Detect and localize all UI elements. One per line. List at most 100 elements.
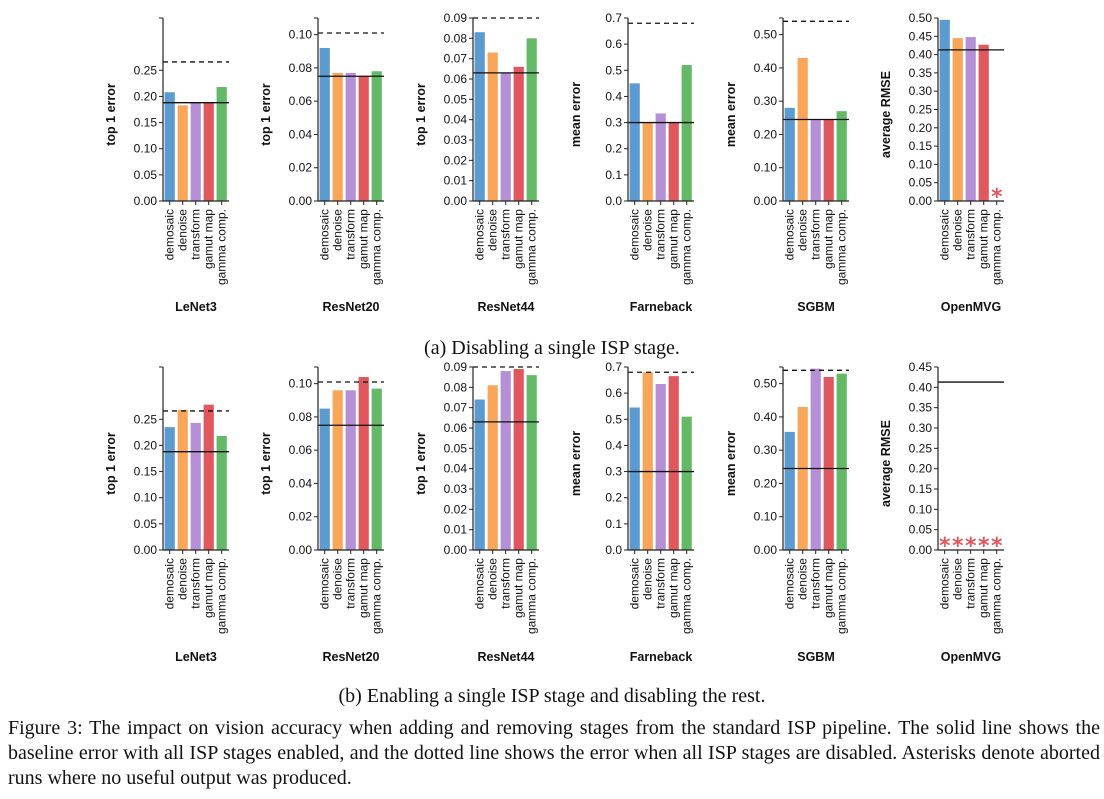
- x-tick-label: gamma comp.: [525, 209, 539, 285]
- bar-gamut-map: [668, 376, 679, 550]
- y-tick-label: 0.03: [444, 482, 468, 496]
- bar-gamut-map: [358, 376, 369, 550]
- chart-title: SGBM: [797, 650, 835, 664]
- y-tick-label: 0.35: [909, 401, 933, 415]
- x-tick-label: transform: [499, 558, 513, 609]
- bar-gamut-map: [358, 76, 369, 201]
- y-tick-label: 0.5: [605, 63, 622, 77]
- bar-gamma-comp-: [216, 436, 227, 550]
- y-tick-label: 0.00: [754, 543, 778, 557]
- x-tick-label: demosaic: [938, 209, 952, 260]
- y-tick-label: 0.3: [605, 465, 622, 479]
- x-tick-label: demosaic: [783, 558, 797, 609]
- bar-gamut-map: [823, 119, 834, 201]
- x-tick-label: denoise: [331, 558, 345, 600]
- bar-gamma-comp-: [681, 416, 692, 550]
- y-tick-label: 0.30: [909, 84, 933, 98]
- bar-gamut-map: [978, 44, 989, 201]
- y-tick-label: 0.01: [444, 174, 468, 188]
- x-tick-label: transform: [499, 209, 513, 260]
- x-tick-label: demosaic: [318, 558, 332, 609]
- x-tick-label: denoise: [796, 209, 810, 251]
- bar-demosaic: [784, 107, 795, 201]
- x-tick-label: demosaic: [628, 558, 642, 609]
- bar-demosaic: [629, 407, 640, 550]
- x-tick-label: gamut map: [822, 209, 836, 269]
- chart-a-farneback: 0.0 0.1 0.2 0.3 0.4 0.5 0.6 0.7 demosaic denoise t…: [569, 11, 694, 314]
- bar-denoise: [952, 38, 963, 201]
- x-tick-label: demosaic: [473, 558, 487, 609]
- y-tick-label: 0.4: [605, 438, 622, 452]
- bar-denoise: [642, 122, 653, 201]
- bar-transform: [655, 113, 666, 201]
- y-axis-label: top 1 error: [414, 83, 428, 146]
- chart-title: LeNet3: [175, 650, 217, 664]
- y-tick-label: 0.00: [444, 194, 468, 208]
- bar-denoise: [487, 52, 498, 201]
- x-tick-label: gamut map: [357, 558, 371, 618]
- y-tick-label: 0.08: [289, 61, 313, 75]
- y-tick-label: 0.20: [754, 127, 778, 141]
- chart-a-resnet44: 0.00 0.01 0.02 0.03 0.04 0.05 0.06 0.07 0.08 0.09…: [414, 11, 539, 314]
- y-tick-label: 0.10: [754, 510, 778, 524]
- aborted-asterisk: *: [991, 185, 1003, 210]
- bar-transform: [655, 383, 666, 550]
- x-tick-label: gamut map: [822, 558, 836, 618]
- x-tick-label: gamma comp.: [990, 558, 1004, 634]
- y-tick-label: 0.1: [605, 517, 622, 531]
- bar-gamma-comp-: [836, 111, 847, 201]
- bar-denoise: [642, 372, 653, 550]
- x-tick-label: denoise: [641, 209, 655, 251]
- y-tick-label: 0.03: [444, 133, 468, 147]
- y-tick-label: 0.25: [909, 441, 933, 455]
- bar-transform: [500, 72, 511, 202]
- bar-gamma-comp-: [836, 373, 847, 550]
- y-tick-label: 0.00: [134, 194, 158, 208]
- y-tick-label: 0.05: [909, 176, 933, 190]
- x-tick-label: demosaic: [473, 209, 487, 260]
- x-tick-label: gamut map: [977, 209, 991, 269]
- y-axis-label: mean error: [724, 431, 738, 496]
- y-tick-label: 0.50: [909, 11, 933, 25]
- y-tick-label: 0.45: [909, 29, 933, 43]
- aborted-asterisk: *: [952, 534, 964, 559]
- y-tick-label: 0.02: [289, 510, 313, 524]
- y-axis-label: mean error: [569, 431, 583, 496]
- figure-caption: Figure 3: The impact on vision accuracy …: [8, 717, 1100, 789]
- y-tick-label: 0.09: [444, 11, 468, 25]
- caption-b: (b) Enabling a single ISP stage and disa…: [338, 685, 766, 707]
- y-tick-label: 0.05: [909, 523, 933, 537]
- y-tick-label: 0.00: [289, 194, 313, 208]
- bar-gamma-comp-: [526, 375, 537, 550]
- chart-b-resnet44: 0.00 0.01 0.02 0.03 0.04 0.05 0.06 0.07 0.08 0.09…: [414, 360, 539, 664]
- y-tick-label: 0.05: [134, 517, 158, 531]
- y-tick-label: 0.10: [289, 28, 313, 42]
- x-tick-label: gamut map: [202, 558, 216, 618]
- x-tick-label: gamma comp.: [835, 558, 849, 634]
- y-tick-label: 0.40: [909, 48, 933, 62]
- chart-title: OpenMVG: [941, 300, 1001, 314]
- x-tick-label: gamut map: [512, 558, 526, 618]
- aborted-asterisk: *: [991, 534, 1003, 559]
- bar-demosaic: [164, 92, 175, 201]
- y-tick-label: 0.25: [909, 103, 933, 117]
- y-tick-label: 0.02: [289, 161, 313, 175]
- bar-demosaic: [474, 399, 485, 550]
- chart-title: OpenMVG: [941, 650, 1001, 664]
- y-axis-label: top 1 error: [414, 432, 428, 495]
- bar-transform: [190, 102, 201, 201]
- chart-title: Farneback: [630, 300, 693, 314]
- x-tick-label: demosaic: [783, 209, 797, 260]
- y-tick-label: 0.5: [605, 412, 622, 426]
- chart-b-farneback: 0.0 0.1 0.2 0.3 0.4 0.5 0.6 0.7 demosaic denoise t…: [569, 360, 694, 664]
- y-tick-label: 0.20: [134, 89, 158, 103]
- y-axis-label: mean error: [724, 82, 738, 147]
- x-tick-label: transform: [964, 558, 978, 609]
- caption-a: (a) Disabling a single ISP stage.: [424, 337, 680, 359]
- y-tick-label: 0.08: [289, 410, 313, 424]
- y-tick-label: 0.40: [754, 410, 778, 424]
- bar-gamut-map: [203, 404, 214, 550]
- y-tick-label: 0.01: [444, 523, 468, 537]
